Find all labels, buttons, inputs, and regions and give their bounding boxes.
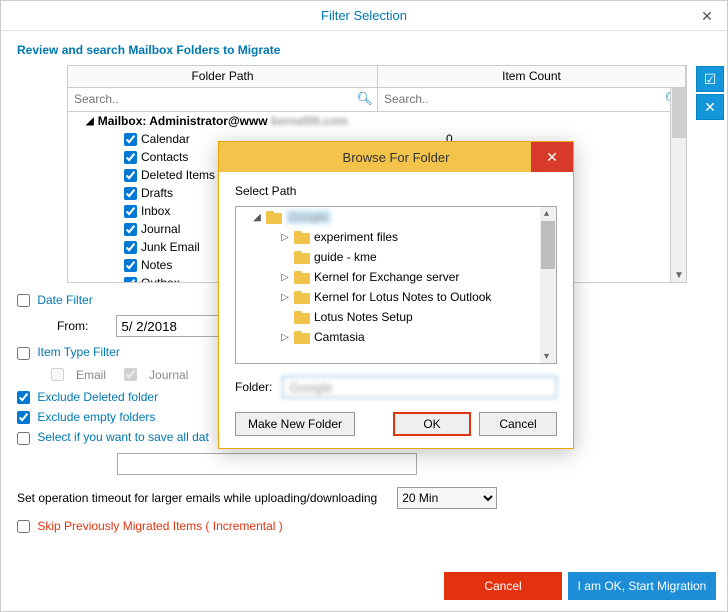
search-path-input[interactable] <box>68 88 377 110</box>
cancel-button[interactable]: Cancel <box>443 571 563 601</box>
email-checkbox <box>51 368 64 381</box>
date-filter-checkbox[interactable] <box>17 294 30 307</box>
exclude-deleted-checkbox[interactable] <box>17 391 30 404</box>
tree-item-label: Lotus Notes Setup <box>314 310 413 324</box>
mailbox-label: Mailbox: Administrator@www kernel09.com <box>98 114 348 128</box>
save-all-checkbox[interactable] <box>17 432 30 445</box>
journal-label: Journal <box>149 368 188 382</box>
tree-item-label: guide - kme <box>314 250 377 264</box>
modal-close-icon[interactable]: ✕ <box>531 142 573 172</box>
folder-label: Folder: <box>235 380 272 394</box>
folder-browser-tree[interactable]: ◢ Google ▷experiment files guide - kme ▷Ke… <box>235 206 557 364</box>
folder-icon <box>294 311 310 324</box>
exclude-empty-checkbox[interactable] <box>17 411 30 424</box>
folder-checkbox[interactable] <box>124 277 137 283</box>
select-all-button[interactable]: ☑ <box>696 66 724 92</box>
folder-checkbox[interactable] <box>124 133 137 146</box>
tree-item-label: experiment files <box>314 230 398 244</box>
search-icon[interactable]: 🔍︎ <box>356 91 373 107</box>
folder-icon <box>294 331 310 344</box>
vertical-scrollbar[interactable]: ▲ ▼ <box>670 88 686 282</box>
folder-icon <box>294 231 310 244</box>
folder-icon <box>294 291 310 304</box>
folder-icon <box>266 211 282 224</box>
folder-checkbox[interactable] <box>124 169 137 182</box>
start-migration-button[interactable]: I am OK, Start Migration <box>567 571 717 601</box>
tree-item[interactable]: guide - kme <box>236 247 556 267</box>
section-title: Review and search Mailbox Folders to Mig… <box>17 43 711 57</box>
tree-item[interactable]: ▷Camtasia <box>236 327 556 347</box>
folder-checkbox[interactable] <box>124 205 137 218</box>
folder-icon <box>294 251 310 264</box>
timeout-select[interactable]: 20 Min <box>397 487 497 509</box>
modal-scrollbar[interactable]: ▴ ▾ <box>540 207 556 363</box>
date-filter-label: Date Filter <box>37 293 92 307</box>
folder-checkbox[interactable] <box>124 259 137 272</box>
close-icon[interactable]: ✕ <box>687 1 727 31</box>
select-path-label: Select Path <box>235 184 557 198</box>
ok-button[interactable]: OK <box>393 412 471 436</box>
column-header-path: Folder Path <box>68 66 378 87</box>
folder-checkbox[interactable] <box>124 151 137 164</box>
modal-cancel-button[interactable]: Cancel <box>479 412 557 436</box>
item-type-filter-label: Item Type Filter <box>37 345 119 359</box>
folder-checkbox[interactable] <box>124 187 137 200</box>
item-type-filter-checkbox[interactable] <box>17 347 30 360</box>
folder-checkbox[interactable] <box>124 241 137 254</box>
folder-icon <box>294 271 310 284</box>
search-count-input[interactable] <box>378 88 685 110</box>
modal-titlebar: Browse For Folder ✕ <box>219 142 573 172</box>
root-folder-label: Google <box>286 210 331 224</box>
modal-title: Browse For Folder <box>343 150 450 165</box>
journal-checkbox <box>124 368 137 381</box>
folder-name-input[interactable] <box>282 376 557 398</box>
folder-checkbox[interactable] <box>124 223 137 236</box>
tree-item-label: Kernel for Exchange server <box>314 270 459 284</box>
exclude-empty-label: Exclude empty folders <box>37 410 155 424</box>
skip-migrated-label: Skip Previously Migrated Items ( Increme… <box>37 519 282 533</box>
email-label: Email <box>76 368 106 382</box>
from-label: From: <box>57 319 88 333</box>
deselect-all-button[interactable]: ✕ <box>696 94 724 120</box>
timeout-label: Set operation timeout for larger emails … <box>17 491 377 505</box>
tree-item[interactable]: Lotus Notes Setup <box>236 307 556 327</box>
save-all-label: Select if you want to save all dat <box>37 430 208 444</box>
tree-item-label: Camtasia <box>314 330 365 344</box>
exclude-deleted-label: Exclude Deleted folder <box>37 390 158 404</box>
make-new-folder-button[interactable]: Make New Folder <box>235 412 355 436</box>
save-path-input[interactable] <box>117 453 417 475</box>
tree-root[interactable]: ◢ Google <box>236 207 556 227</box>
tree-item[interactable]: ▷Kernel for Exchange server <box>236 267 556 287</box>
mailbox-row[interactable]: ◢ Mailbox: Administrator@www kernel09.co… <box>68 112 686 130</box>
tree-item[interactable]: ▷Kernel for Lotus Notes to Outlook <box>236 287 556 307</box>
skip-migrated-checkbox[interactable] <box>17 520 30 533</box>
titlebar: Filter Selection ✕ <box>1 1 727 31</box>
from-date-input[interactable] <box>116 315 226 337</box>
window-title: Filter Selection <box>321 8 407 23</box>
column-header-count: Item Count <box>378 66 686 87</box>
tree-item-label: Kernel for Lotus Notes to Outlook <box>314 290 491 304</box>
tree-item[interactable]: ▷experiment files <box>236 227 556 247</box>
browse-folder-dialog: Browse For Folder ✕ Select Path ◢ Google… <box>218 141 574 449</box>
